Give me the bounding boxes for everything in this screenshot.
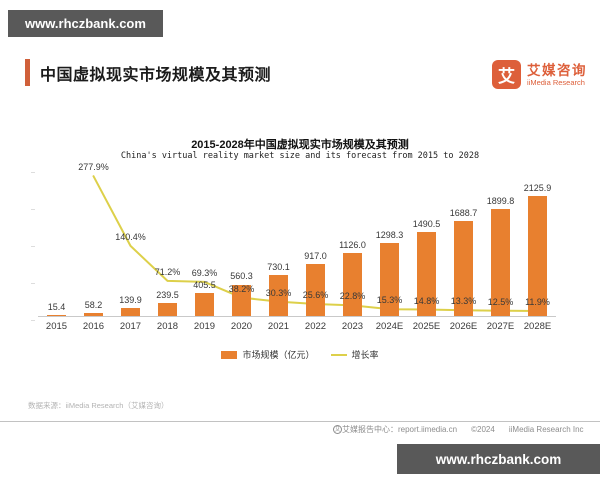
- watermark-url: www.rhczbank.com: [435, 451, 562, 467]
- watermark-banner-top: www.rhczbank.com: [8, 10, 163, 37]
- x-tick-2017: 2017: [119, 321, 142, 332]
- bar-2023: [343, 252, 362, 316]
- bar-series-swatch: [221, 350, 238, 359]
- data-source-note: 数据来源：iiMedia Research（艾媒咨询）: [28, 401, 169, 410]
- bar-2018: [158, 302, 177, 316]
- growth-rate-label: 14.8%: [413, 295, 440, 306]
- y-axis-tick: [31, 172, 35, 173]
- growth-rate-label: 13.3%: [450, 296, 477, 307]
- growth-rate-label: 25.6%: [302, 290, 329, 301]
- x-tick-2023: 2023: [341, 321, 364, 332]
- page-title: 中国虚拟现实市场规模及其预测: [40, 66, 272, 84]
- bar-value-label: 239.5: [156, 289, 179, 300]
- y-axis-tick: [31, 283, 35, 284]
- bar-2025E: [417, 232, 436, 316]
- bar-2024E: [380, 242, 399, 316]
- bar-2027E: [491, 209, 510, 316]
- bar-value-label: 2125.9: [523, 183, 552, 194]
- y-axis-tick: [31, 209, 35, 210]
- bar-2016: [84, 312, 103, 316]
- legend-label-market-size: 市场规模（亿元）: [242, 350, 315, 360]
- bar-value-label: 560.3: [230, 271, 253, 282]
- bar-value-label: 1490.5: [412, 219, 441, 230]
- watermark-url: www.rhczbank.com: [25, 16, 146, 31]
- footer-copyright: ©2024: [471, 425, 495, 434]
- legend-label-growth-rate: 增长率: [351, 350, 379, 360]
- footer-report-center: 艾媒报告中心：report.iimedia.cn: [342, 425, 458, 434]
- watermark-banner-bottom: www.rhczbank.com: [397, 444, 600, 474]
- bar-value-label: 1688.7: [449, 207, 478, 218]
- growth-rate-label: 15.3%: [376, 295, 403, 306]
- line-series-swatch: [330, 353, 347, 356]
- x-tick-2026E: 2026E: [449, 321, 478, 332]
- x-tick-2022: 2022: [304, 321, 327, 332]
- x-tick-2025E: 2025E: [412, 321, 441, 332]
- x-tick-2018: 2018: [156, 321, 179, 332]
- growth-rate-label: 140.4%: [115, 231, 146, 242]
- bar-2020: [232, 284, 251, 316]
- bar-2022: [306, 264, 325, 316]
- growth-rate-label: 69.3%: [191, 267, 218, 278]
- growth-rate-label: 71.2%: [154, 266, 181, 277]
- x-tick-2024E: 2024E: [375, 321, 404, 332]
- title-accent-bar: [25, 59, 30, 86]
- growth-rate-label: 38.2%: [228, 283, 255, 294]
- logo-name-en: iiMedia Research: [527, 77, 585, 87]
- bar-value-label: 1899.8: [486, 196, 515, 207]
- x-tick-2016: 2016: [82, 321, 105, 332]
- legend-item-growth-rate: 增长率: [330, 348, 379, 361]
- x-tick-2021: 2021: [267, 321, 290, 332]
- bar-2015: [47, 315, 66, 316]
- report-footer: 艾 艾媒报告中心：report.iimedia.cn ©2024 iiMedia…: [333, 424, 584, 435]
- bar-value-label: 730.1: [267, 261, 290, 272]
- x-tick-2028E: 2028E: [523, 321, 552, 332]
- bar-2021: [269, 274, 288, 316]
- footer-divider: [0, 421, 600, 422]
- growth-rate-label: 30.3%: [265, 287, 292, 298]
- bar-value-label: 1126.0: [339, 239, 366, 250]
- logo-name-cn: 艾媒咨询: [527, 62, 587, 78]
- chart-legend: 市场规模（亿元） 增长率: [0, 348, 600, 361]
- growth-rate-label: 11.9%: [525, 296, 550, 307]
- bar-value-label: 1298.3: [375, 229, 404, 240]
- x-tick-2020: 2020: [230, 321, 253, 332]
- chart-plot-area: 15.4 58.2 277.9% 139.9 140.4% 239.5 71.2% 405.5…: [31, 162, 556, 321]
- page-header: 中国虚拟现实市场规模及其预测: [25, 59, 271, 86]
- growth-rate-label: 12.5%: [487, 296, 514, 307]
- y-axis-tick: [31, 320, 35, 321]
- bar-2017: [121, 308, 140, 316]
- bar-value-label: 58.2: [84, 299, 103, 310]
- bar-2026E: [454, 220, 473, 316]
- legend-item-market-size: 市场规模（亿元）: [221, 348, 315, 361]
- bar-value-label: 15.4: [47, 302, 66, 312]
- chart-title: 2015-2028年中国虚拟现实市场规模及其预测: [191, 139, 409, 151]
- iimedia-logo-icon: 艾: [492, 60, 521, 89]
- bar-2019: [195, 293, 214, 316]
- chart-subtitle: China's virtual reality market size and …: [120, 151, 480, 161]
- iimedia-logo: 艾 艾媒咨询 iiMedia Research: [492, 60, 587, 89]
- bar-value-label: 139.9: [119, 295, 142, 306]
- x-tick-2015: 2015: [45, 321, 68, 332]
- bar-value-label: 405.5: [193, 280, 216, 291]
- footer-company: iiMedia Research Inc: [508, 425, 584, 434]
- bar-2028E: [528, 196, 547, 316]
- iimedia-globe-icon: 艾: [333, 425, 342, 434]
- x-axis-labels: 2015 2016 2017 2018 2019 2020 2021 2022 2023 2024…: [38, 321, 556, 333]
- x-tick-2027E: 2027E: [486, 321, 515, 332]
- y-axis-tick: [31, 246, 35, 247]
- growth-rate-label: 277.9%: [78, 162, 109, 173]
- bar-value-label: 917.0: [304, 251, 327, 262]
- growth-rate-label: 22.8%: [339, 291, 366, 302]
- x-tick-2019: 2019: [193, 321, 216, 332]
